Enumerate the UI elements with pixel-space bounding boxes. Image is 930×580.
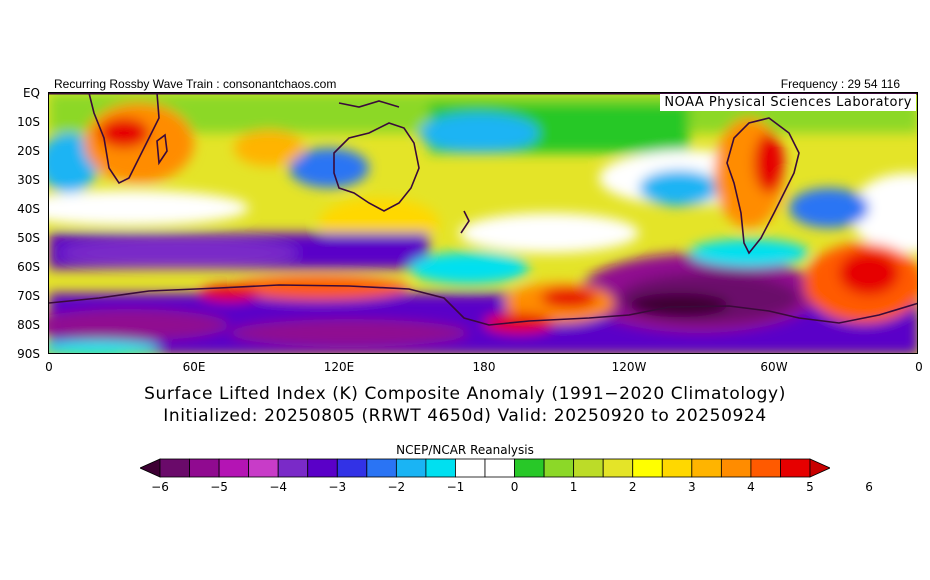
colorbar-tick-label: 0 — [510, 480, 519, 494]
lat-label-80s: 80S — [17, 318, 40, 332]
colorbar-cell — [189, 458, 220, 478]
lat-label-eq: EQ — [22, 86, 40, 100]
madagascar-coast — [156, 133, 168, 166]
colorbar-cell — [218, 458, 250, 478]
lon-label-0: 0 — [45, 360, 53, 374]
lon-label-60e: 60E — [182, 360, 206, 374]
anomaly-map — [48, 92, 918, 354]
colorbar-title: NCEP/NCAR Reanalysis — [396, 443, 534, 457]
colorbar-cell — [750, 458, 781, 478]
colorbar-cell — [277, 458, 309, 478]
colorbar-tick-label: −2 — [387, 480, 406, 494]
lat-label-20s: 20S — [17, 144, 40, 158]
lon-label-0-end: 0 — [915, 360, 923, 374]
colorbar-cell — [573, 458, 604, 478]
colorbar-cells — [140, 458, 830, 478]
colorbar-tick-label: 5 — [806, 480, 814, 494]
colorbar-tick-label: 6 — [865, 480, 873, 494]
colorbar-cell — [691, 458, 722, 478]
new-zealand-coast — [460, 210, 470, 234]
map-title-line2: Initialized: 20250805 (RRWT 4650d) Valid… — [163, 406, 767, 426]
colorbar-cell — [336, 458, 368, 478]
lat-label-40s: 40S — [17, 202, 40, 216]
header-right-text: Frequency : 29 54 116 — [780, 77, 900, 91]
colorbar-cell — [366, 458, 397, 478]
colorbar-cell — [395, 458, 427, 478]
africa-coast — [88, 93, 160, 185]
anomaly-map-svg — [49, 93, 917, 353]
antarctica-coast — [49, 284, 917, 326]
colorbar-cell — [307, 458, 338, 478]
colorbar-cell — [720, 458, 752, 478]
colorbar-cell — [780, 458, 811, 478]
colorbar — [140, 458, 830, 478]
colorbar-arrow-right — [809, 458, 830, 478]
colorbar-cell — [484, 458, 515, 478]
header-left-text: Recurring Rossby Wave Train : consonantc… — [54, 77, 337, 91]
colorbar-tick-label: 4 — [747, 480, 755, 494]
lon-label-60w: 60W — [760, 360, 788, 374]
colorbar-tick-label: −6 — [151, 480, 169, 494]
colorbar-tick-label: 3 — [687, 480, 696, 494]
lat-label-70s: 70S — [17, 289, 40, 303]
indonesia-coast — [338, 100, 400, 108]
lat-label-60s: 60S — [17, 260, 40, 274]
colorbar-tick-label: 2 — [628, 480, 637, 494]
colorbar-tick-label: −5 — [210, 480, 228, 494]
lon-label-180: 180 — [472, 360, 496, 374]
lat-label-10s: 10S — [17, 115, 40, 129]
lon-label-120e: 120E — [323, 360, 355, 374]
lon-label-120w: 120W — [611, 360, 647, 374]
map-title-line1: Surface Lifted Index (K) Composite Anoma… — [144, 384, 786, 404]
colorbar-tick-label: −3 — [328, 480, 347, 494]
colorbar-cell — [543, 458, 575, 478]
colorbar-tick-label: −4 — [269, 480, 288, 494]
colorbar-cell — [425, 458, 456, 478]
lat-label-30s: 30S — [17, 173, 40, 187]
lat-label-90s: 90S — [17, 347, 40, 361]
colorbar-cell — [248, 458, 279, 478]
colorbar-cell — [514, 458, 545, 478]
colorbar-tick-label: 1 — [569, 480, 578, 494]
colorbar-cell — [661, 458, 693, 478]
colorbar-cell — [602, 458, 634, 478]
colorbar-tick-label: −1 — [446, 480, 465, 494]
lab-credit: NOAA Physical Sciences Laboratory — [660, 94, 916, 111]
colorbar-cell — [159, 458, 190, 478]
colorbar-arrow-left — [140, 458, 161, 478]
lat-label-50s: 50S — [17, 231, 40, 245]
colorbar-cell — [632, 458, 663, 478]
australia-coast — [333, 122, 420, 212]
south-america-coast — [726, 117, 800, 255]
colorbar-cell — [455, 458, 486, 478]
coastlines — [49, 93, 917, 326]
